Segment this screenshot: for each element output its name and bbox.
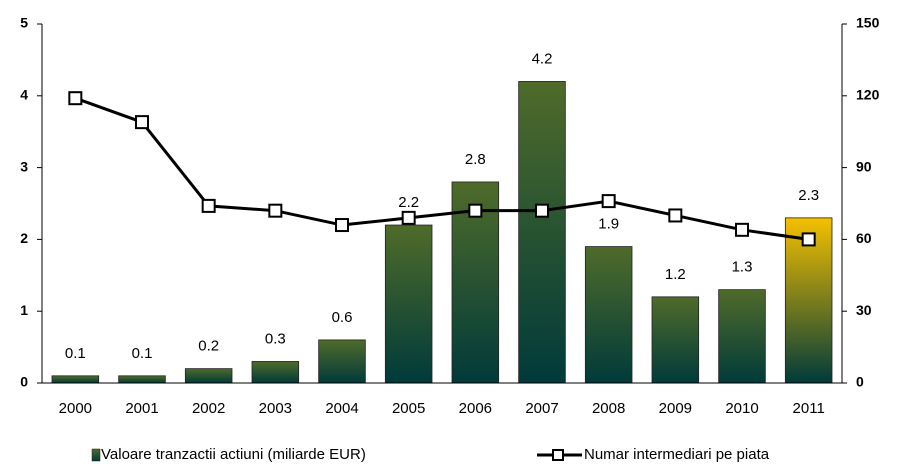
y2-tick-label: 60 — [856, 230, 872, 246]
data-label: 1.2 — [665, 266, 686, 283]
marker — [335, 218, 349, 233]
bar — [518, 81, 566, 384]
y2-tick-label: 150 — [856, 15, 880, 31]
x-tick-label: 2005 — [392, 400, 425, 417]
bar — [651, 296, 700, 384]
y-tick-label: 0 — [20, 374, 28, 390]
bar — [184, 368, 233, 384]
bar — [384, 224, 433, 384]
bar — [251, 361, 300, 384]
y-tick-label: 4 — [20, 87, 28, 103]
y2-tick-label: 0 — [856, 374, 864, 390]
data-label: 4.2 — [532, 50, 553, 67]
x-tick-label: 2007 — [525, 400, 558, 417]
y-tick-label: 1 — [20, 302, 28, 318]
marker — [268, 203, 283, 218]
bar — [718, 289, 766, 384]
y2-tick-label: 90 — [856, 158, 872, 174]
data-label: 2.2 — [398, 194, 419, 211]
x-tick-label: 2003 — [259, 400, 292, 417]
legend-swatch — [91, 448, 101, 462]
marker — [535, 203, 549, 218]
data-label: 2.8 — [465, 151, 486, 168]
data-label: 1.9 — [598, 216, 619, 233]
y-tick-label: 5 — [20, 15, 28, 31]
line — [74, 96, 809, 241]
x-tick-label: 2001 — [125, 400, 158, 417]
legend-marker — [552, 449, 564, 461]
marker — [68, 91, 83, 106]
y-tick-label: 3 — [20, 158, 28, 174]
x-tick-label: 2002 — [192, 400, 225, 417]
data-label: 0.1 — [132, 345, 153, 362]
bar — [118, 375, 166, 384]
data-label: 0.2 — [198, 338, 219, 355]
marker — [201, 198, 216, 213]
marker — [601, 194, 616, 209]
data-label: 2.3 — [798, 187, 819, 204]
data-label: 1.3 — [732, 259, 753, 276]
data-label: 0.1 — [65, 345, 86, 362]
y2-tick-label: 30 — [856, 302, 872, 318]
y-tick-label: 2 — [20, 230, 28, 246]
data-label: 0.3 — [265, 330, 286, 347]
legend-label: Valoare tranzactii actiuni (miliarde EUR… — [101, 446, 366, 463]
data-label: 0.6 — [332, 309, 353, 326]
marker — [735, 222, 749, 237]
bar — [318, 339, 366, 384]
bar — [51, 375, 100, 384]
marker — [668, 208, 683, 223]
marker — [801, 232, 816, 247]
x-tick-label: 2006 — [459, 400, 492, 417]
x-tick-label: 2008 — [592, 400, 625, 417]
marker — [401, 210, 416, 225]
x-tick-label: 2004 — [325, 400, 358, 417]
y2-tick-label: 120 — [856, 87, 880, 103]
x-tick-label: 2009 — [659, 400, 692, 417]
marker — [468, 203, 483, 218]
x-tick-label: 2011 — [793, 400, 825, 417]
x-tick-label: 2000 — [59, 400, 92, 417]
x-tick-label: 2010 — [725, 400, 758, 417]
bar — [584, 246, 633, 384]
legend-label: Numar intermediari pe piata — [584, 446, 770, 463]
marker — [135, 115, 149, 130]
